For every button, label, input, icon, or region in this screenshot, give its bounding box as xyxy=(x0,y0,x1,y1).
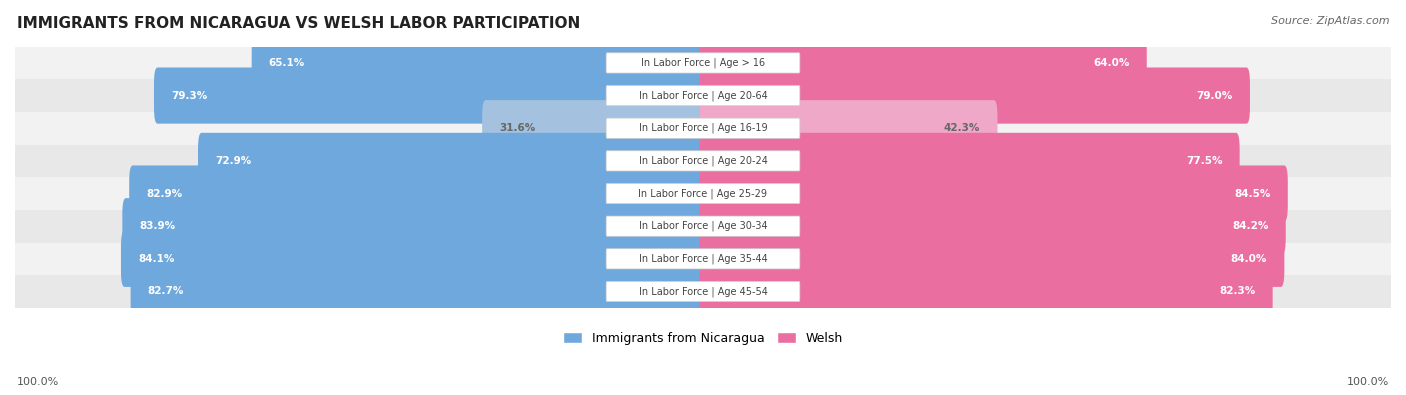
FancyBboxPatch shape xyxy=(606,53,800,73)
FancyBboxPatch shape xyxy=(252,35,706,91)
Text: 82.3%: 82.3% xyxy=(1219,286,1256,297)
FancyBboxPatch shape xyxy=(700,198,1285,254)
Text: In Labor Force | Age 20-64: In Labor Force | Age 20-64 xyxy=(638,90,768,101)
Bar xyxy=(15,177,1391,210)
FancyBboxPatch shape xyxy=(700,231,1284,287)
FancyBboxPatch shape xyxy=(122,198,706,254)
Text: 82.7%: 82.7% xyxy=(148,286,184,297)
Text: In Labor Force | Age 35-44: In Labor Force | Age 35-44 xyxy=(638,254,768,264)
FancyBboxPatch shape xyxy=(606,249,800,269)
Text: Source: ZipAtlas.com: Source: ZipAtlas.com xyxy=(1271,16,1389,26)
Text: 100.0%: 100.0% xyxy=(1347,377,1389,387)
Text: In Labor Force | Age 16-19: In Labor Force | Age 16-19 xyxy=(638,123,768,134)
Text: IMMIGRANTS FROM NICARAGUA VS WELSH LABOR PARTICIPATION: IMMIGRANTS FROM NICARAGUA VS WELSH LABOR… xyxy=(17,16,581,31)
Text: 84.2%: 84.2% xyxy=(1232,221,1268,231)
Text: 72.9%: 72.9% xyxy=(215,156,252,166)
Text: 84.0%: 84.0% xyxy=(1230,254,1267,264)
Text: 65.1%: 65.1% xyxy=(269,58,305,68)
Bar xyxy=(15,210,1391,243)
FancyBboxPatch shape xyxy=(700,133,1240,189)
FancyBboxPatch shape xyxy=(606,85,800,106)
Text: 84.1%: 84.1% xyxy=(138,254,174,264)
Text: 79.3%: 79.3% xyxy=(172,90,208,101)
FancyBboxPatch shape xyxy=(606,216,800,236)
Text: In Labor Force | Age 45-54: In Labor Force | Age 45-54 xyxy=(638,286,768,297)
FancyBboxPatch shape xyxy=(700,166,1288,222)
Text: 79.0%: 79.0% xyxy=(1197,90,1233,101)
FancyBboxPatch shape xyxy=(700,35,1147,91)
FancyBboxPatch shape xyxy=(700,100,997,156)
Text: In Labor Force | Age 30-34: In Labor Force | Age 30-34 xyxy=(638,221,768,231)
Bar xyxy=(15,275,1391,308)
Text: In Labor Force | Age 20-24: In Labor Force | Age 20-24 xyxy=(638,156,768,166)
FancyBboxPatch shape xyxy=(121,231,706,287)
Text: 83.9%: 83.9% xyxy=(139,221,176,231)
FancyBboxPatch shape xyxy=(606,281,800,302)
Text: 64.0%: 64.0% xyxy=(1094,58,1129,68)
Text: 77.5%: 77.5% xyxy=(1185,156,1222,166)
Bar xyxy=(15,47,1391,79)
Legend: Immigrants from Nicaragua, Welsh: Immigrants from Nicaragua, Welsh xyxy=(560,328,846,348)
Text: 84.5%: 84.5% xyxy=(1234,188,1271,199)
Text: 82.9%: 82.9% xyxy=(146,188,183,199)
FancyBboxPatch shape xyxy=(606,183,800,204)
Bar xyxy=(15,243,1391,275)
FancyBboxPatch shape xyxy=(700,263,1272,320)
Text: 42.3%: 42.3% xyxy=(943,123,980,133)
Bar xyxy=(15,112,1391,145)
FancyBboxPatch shape xyxy=(131,263,706,320)
FancyBboxPatch shape xyxy=(482,100,706,156)
FancyBboxPatch shape xyxy=(606,151,800,171)
Text: In Labor Force | Age > 16: In Labor Force | Age > 16 xyxy=(641,58,765,68)
Text: 100.0%: 100.0% xyxy=(17,377,59,387)
Bar xyxy=(15,79,1391,112)
FancyBboxPatch shape xyxy=(155,68,706,124)
FancyBboxPatch shape xyxy=(700,68,1250,124)
Text: 31.6%: 31.6% xyxy=(499,123,536,133)
FancyBboxPatch shape xyxy=(129,166,706,222)
Text: In Labor Force | Age 25-29: In Labor Force | Age 25-29 xyxy=(638,188,768,199)
Bar xyxy=(15,145,1391,177)
FancyBboxPatch shape xyxy=(606,118,800,138)
FancyBboxPatch shape xyxy=(198,133,706,189)
